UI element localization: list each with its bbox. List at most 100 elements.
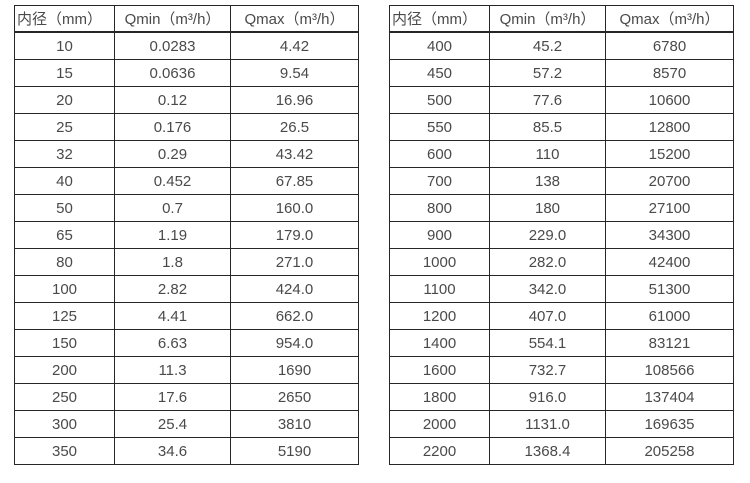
table-cell: 57.2 [489, 59, 606, 87]
table-cell: 45.2 [489, 31, 606, 60]
table-cell: 450 [389, 59, 490, 87]
table-cell: 12800 [605, 113, 734, 141]
table-cell: 6.63 [114, 329, 231, 357]
table-row: 200 11.3 1690 [14, 356, 359, 384]
table-row: 500 77.6 10600 [389, 86, 734, 114]
table-row: 250 17.6 2650 [14, 383, 359, 411]
table-cell: 1200 [389, 302, 490, 330]
table-cell: 407.0 [489, 302, 606, 330]
table-cell: 4.41 [114, 302, 231, 330]
table-row: 150 6.63 954.0 [14, 329, 359, 357]
table-cell: 11.3 [114, 356, 231, 384]
table-cell: 600 [389, 140, 490, 168]
table-cell: 350 [14, 437, 115, 465]
table-cell: 954.0 [230, 329, 359, 357]
table-cell: 0.29 [114, 140, 231, 168]
table-cell: 6780 [605, 31, 734, 60]
table-row: 65 1.19 179.0 [14, 221, 359, 249]
table-row: 1800 916.0 137404 [389, 383, 734, 411]
table-cell: 1400 [389, 329, 490, 357]
table-cell: 65 [14, 221, 115, 249]
table-cell: 180 [489, 194, 606, 222]
column-header: Qmin（m³/h） [114, 5, 231, 33]
table-cell: 0.0283 [114, 31, 231, 60]
table-cell: 85.5 [489, 113, 606, 141]
table-row: 800 180 27100 [389, 194, 734, 222]
table-cell: 229.0 [489, 221, 606, 249]
table-cell: 43.42 [230, 140, 359, 168]
table-row: 15 0.0636 9.54 [14, 59, 359, 87]
table-cell: 16.96 [230, 86, 359, 114]
table-cell: 2000 [389, 410, 490, 438]
table-cell: 32 [14, 140, 115, 168]
table-cell: 20700 [605, 167, 734, 195]
table-row: 450 57.2 8570 [389, 59, 734, 87]
table-cell: 424.0 [230, 275, 359, 303]
column-header: 内径（mm） [14, 5, 115, 33]
table-cell: 250 [14, 383, 115, 411]
table-cell: 179.0 [230, 221, 359, 249]
table-cell: 20 [14, 86, 115, 114]
table-cell: 2650 [230, 383, 359, 411]
table-row: 1400 554.1 83121 [389, 329, 734, 357]
table-cell: 77.6 [489, 86, 606, 114]
table-cell: 100 [14, 275, 115, 303]
table-row: 2200 1368.4 205258 [389, 437, 734, 465]
table-cell: 67.85 [230, 167, 359, 195]
table-cell: 900 [389, 221, 490, 249]
table-cell: 27100 [605, 194, 734, 222]
table-cell: 80 [14, 248, 115, 276]
table-cell: 662.0 [230, 302, 359, 330]
header-row: 内径（mm） Qmin（m³/h） Qmax（m³/h） [389, 5, 734, 33]
table-cell: 205258 [605, 437, 734, 465]
table-cell: 0.176 [114, 113, 231, 141]
table-cell: 0.7 [114, 194, 231, 222]
table-cell: 0.452 [114, 167, 231, 195]
table-cell: 554.1 [489, 329, 606, 357]
table-cell: 34.6 [114, 437, 231, 465]
table-body: 10 0.0283 4.42 15 0.0636 9.54 20 0.12 16.96 25 0.1… [14, 31, 359, 465]
table-row: 900 229.0 34300 [389, 221, 734, 249]
table-cell: 1800 [389, 383, 490, 411]
table-cell: 0.0636 [114, 59, 231, 87]
table-cell: 1.19 [114, 221, 231, 249]
table-cell: 3810 [230, 410, 359, 438]
table-cell: 15200 [605, 140, 734, 168]
table-row: 700 138 20700 [389, 167, 734, 195]
table-row: 1100 342.0 51300 [389, 275, 734, 303]
table-row: 50 0.7 160.0 [14, 194, 359, 222]
table-cell: 500 [389, 86, 490, 114]
table-cell: 1000 [389, 248, 490, 276]
table-cell: 125 [14, 302, 115, 330]
table-row: 40 0.452 67.85 [14, 167, 359, 195]
table-cell: 800 [389, 194, 490, 222]
table-header-row: 内径（mm） Qmin（m³/h） Qmax（m³/h） [14, 5, 359, 33]
table-cell: 400 [389, 31, 490, 60]
flow-spec-table-left: 内径（mm） Qmin（m³/h） Qmax（m³/h） 10 0.0283 4.42 1… [14, 5, 359, 465]
table-row: 1200 407.0 61000 [389, 302, 734, 330]
table-cell: 550 [389, 113, 490, 141]
table-row: 350 34.6 5190 [14, 437, 359, 465]
table-cell: 1690 [230, 356, 359, 384]
table-body: 400 45.2 6780 450 57.2 8570 500 77.6 10600 550 85.… [389, 31, 734, 465]
table-row: 100 2.82 424.0 [14, 275, 359, 303]
table-header-row: 内径（mm） Qmin（m³/h） Qmax（m³/h） [389, 5, 734, 33]
column-header: Qmax（m³/h） [605, 5, 734, 33]
table-row: 1000 282.0 42400 [389, 248, 734, 276]
table-row: 10 0.0283 4.42 [14, 31, 359, 60]
table-cell: 40 [14, 167, 115, 195]
table-cell: 9.54 [230, 59, 359, 87]
table-cell: 5190 [230, 437, 359, 465]
table-cell: 342.0 [489, 275, 606, 303]
table-cell: 42400 [605, 248, 734, 276]
table-row: 400 45.2 6780 [389, 31, 734, 60]
table-cell: 200 [14, 356, 115, 384]
table-cell: 160.0 [230, 194, 359, 222]
table-cell: 108566 [605, 356, 734, 384]
column-header: 内径（mm） [389, 5, 490, 33]
table-row: 1600 732.7 108566 [389, 356, 734, 384]
table-cell: 1100 [389, 275, 490, 303]
table-cell: 51300 [605, 275, 734, 303]
table-row: 125 4.41 662.0 [14, 302, 359, 330]
